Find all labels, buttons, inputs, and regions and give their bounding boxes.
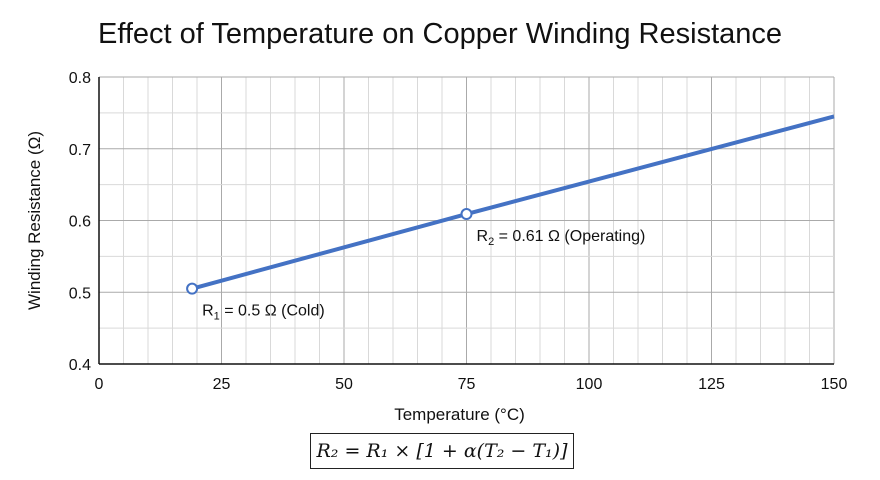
x-tick-label: 25	[213, 376, 231, 393]
y-tick-label: 0.7	[69, 142, 91, 159]
y-tick-label: 0.4	[69, 357, 91, 374]
x-axis-label: Temperature (°C)	[394, 405, 525, 424]
chart-title: Effect of Temperature on Copper Winding …	[97, 18, 783, 50]
y-axis-label: Winding Resistance (Ω)	[25, 131, 44, 310]
data-point-marker	[460, 208, 473, 221]
x-tick-label: 125	[698, 376, 725, 393]
formula-box: R₂ = R₁ × [1 + α(T₂ − T₁)]	[310, 433, 574, 469]
x-tick-label: 100	[576, 376, 603, 393]
data-point-label: R1 = 0.5 Ω (Cold)	[202, 303, 325, 323]
series-line	[191, 114, 835, 291]
data-point-label: R2 = 0.61 Ω (Operating)	[477, 228, 646, 248]
x-tick-label: 50	[335, 376, 353, 393]
x-tick-label: 0	[95, 376, 104, 393]
y-tick-label: 0.6	[69, 214, 91, 231]
y-tick-label: 0.8	[69, 70, 91, 87]
x-tick-label: 75	[458, 376, 476, 393]
y-tick-label: 0.5	[69, 285, 91, 302]
data-point-marker	[186, 282, 199, 295]
x-tick-label: 150	[821, 376, 848, 393]
